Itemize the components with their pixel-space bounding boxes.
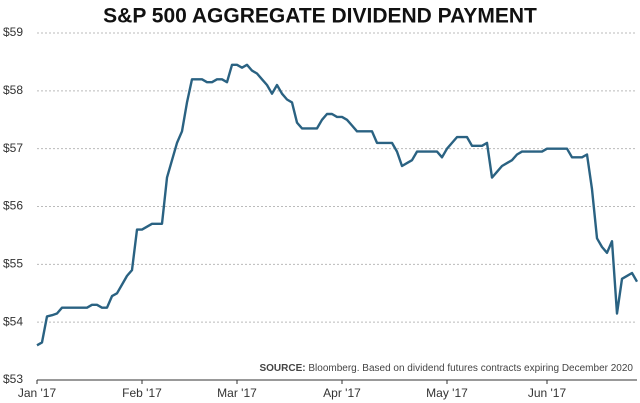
- y-tick-label: $56: [3, 199, 23, 213]
- x-tick-label: Feb '17: [122, 386, 162, 400]
- source-label: SOURCE:: [259, 363, 305, 374]
- data-line: [36, 63, 639, 347]
- y-tick-label: $54: [3, 314, 23, 328]
- y-tick-label: $55: [3, 257, 23, 271]
- source-note: SOURCE: Bloomberg. Based on dividend fut…: [259, 363, 633, 374]
- x-tick-label: Jan '17: [18, 386, 57, 400]
- x-tick-label: Apr '17: [323, 386, 361, 400]
- y-tick-label: $53: [3, 372, 23, 386]
- x-tick-label: May '17: [426, 386, 468, 400]
- y-tick-label: $59: [3, 25, 23, 39]
- x-tick-label: Jun '17: [528, 386, 567, 400]
- source-text: Bloomberg. Based on dividend futures con…: [308, 363, 633, 374]
- y-tick-label: $58: [3, 83, 23, 97]
- y-tick-label: $57: [3, 141, 23, 155]
- x-tick-label: Mar '17: [217, 386, 257, 400]
- chart-title: S&P 500 AGGREGATE DIVIDEND PAYMENT: [103, 5, 537, 28]
